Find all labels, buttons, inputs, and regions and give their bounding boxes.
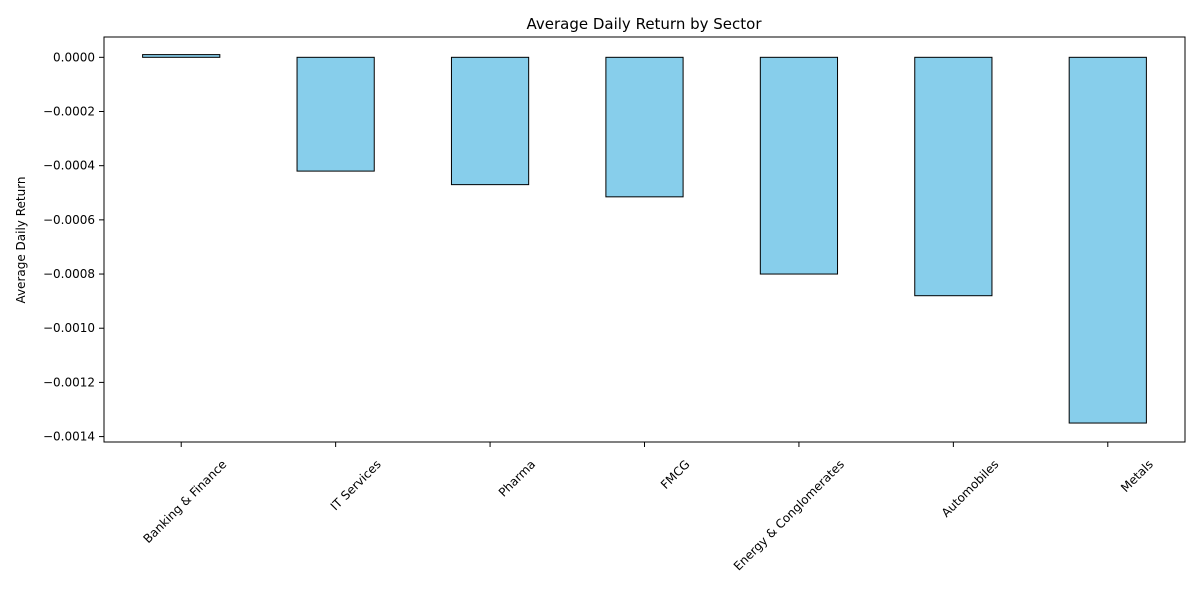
x-tick-label: IT Services <box>328 457 384 513</box>
y-tick-label: −0.0014 <box>43 430 95 444</box>
bar-3 <box>605 56 684 198</box>
x-tick-label: Metals <box>1118 457 1156 495</box>
x-tick-label: Automobiles <box>939 457 1002 520</box>
bar-0 <box>142 54 221 58</box>
x-tick-label: FMCG <box>658 457 693 492</box>
y-tick-label: −0.0012 <box>43 375 95 389</box>
bar-4 <box>759 56 839 275</box>
x-tick-label: Pharma <box>496 457 538 499</box>
y-axis-ticks: 0.0000 −0.0002 −0.0004 −0.0006 −0.0008 −0.001… <box>43 50 104 444</box>
y-axis-label: Average Daily Return <box>14 176 28 303</box>
x-tick-label: Energy & Conglomerates <box>731 457 847 573</box>
bar-6 <box>1068 56 1147 424</box>
chart-title: Average Daily Return by Sector <box>526 15 762 33</box>
x-tick-label: Banking & Finance <box>141 457 230 546</box>
bar-2 <box>450 56 530 186</box>
y-tick-label: −0.0008 <box>43 267 95 281</box>
bar-1 <box>296 56 375 172</box>
plot-frame <box>103 36 1186 443</box>
y-tick-label: −0.0006 <box>43 213 95 227</box>
y-tick-label: −0.0002 <box>43 104 95 118</box>
y-tick-label: 0.0000 <box>53 50 95 64</box>
bar-5 <box>914 56 993 297</box>
x-axis-ticks: Banking & Finance IT Services Pharma FMCG En… <box>141 442 1156 573</box>
y-tick-label: −0.0004 <box>43 159 95 173</box>
bars-group <box>142 54 1147 424</box>
y-tick-label: −0.0010 <box>43 321 95 335</box>
